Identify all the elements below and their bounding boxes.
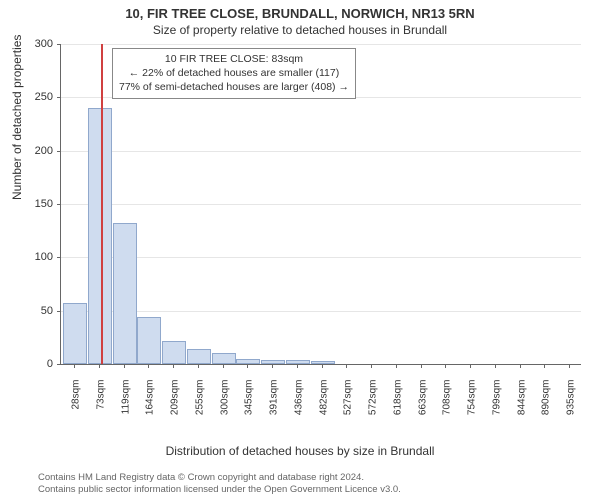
xtick-mark bbox=[74, 364, 75, 368]
histogram-bar bbox=[286, 360, 310, 364]
xtick-mark bbox=[569, 364, 570, 368]
histogram-bar bbox=[113, 223, 137, 364]
ytick-mark bbox=[57, 97, 61, 98]
ytick-mark bbox=[57, 257, 61, 258]
xtick-label: 255sqm bbox=[194, 380, 205, 430]
histogram-bar bbox=[261, 360, 285, 364]
xtick-mark bbox=[544, 364, 545, 368]
info-line-1: 10 FIR TREE CLOSE: 83sqm bbox=[119, 52, 349, 66]
histogram-bar bbox=[236, 359, 260, 364]
xtick-label: 754sqm bbox=[467, 380, 478, 430]
info-line-3: 77% of semi-detached houses are larger (… bbox=[119, 80, 349, 94]
xtick-mark bbox=[346, 364, 347, 368]
xtick-label: 663sqm bbox=[417, 380, 428, 430]
xtick-mark bbox=[148, 364, 149, 368]
chart-title-main: 10, FIR TREE CLOSE, BRUNDALL, NORWICH, N… bbox=[0, 0, 600, 21]
xtick-mark bbox=[470, 364, 471, 368]
xtick-label: 935sqm bbox=[566, 380, 577, 430]
xtick-label: 527sqm bbox=[343, 380, 354, 430]
gridline bbox=[61, 311, 581, 312]
xtick-mark bbox=[247, 364, 248, 368]
ytick-label: 100 bbox=[23, 251, 53, 263]
gridline bbox=[61, 44, 581, 45]
histogram-bar bbox=[137, 317, 161, 364]
xtick-label: 618sqm bbox=[392, 380, 403, 430]
xtick-mark bbox=[223, 364, 224, 368]
histogram-bar bbox=[63, 303, 87, 364]
ytick-mark bbox=[57, 44, 61, 45]
ytick-label: 250 bbox=[23, 91, 53, 103]
xtick-mark bbox=[421, 364, 422, 368]
xtick-label: 28sqm bbox=[71, 380, 82, 430]
xtick-label: 391sqm bbox=[269, 380, 280, 430]
xtick-label: 73sqm bbox=[95, 380, 106, 430]
xtick-mark bbox=[173, 364, 174, 368]
xtick-mark bbox=[396, 364, 397, 368]
ytick-label: 300 bbox=[23, 38, 53, 50]
xtick-mark bbox=[272, 364, 273, 368]
xtick-label: 300sqm bbox=[219, 380, 230, 430]
xtick-label: 164sqm bbox=[145, 380, 156, 430]
info-callout-box: 10 FIR TREE CLOSE: 83sqm ← 22% of detach… bbox=[112, 48, 356, 99]
attribution-line-1: Contains HM Land Registry data © Crown c… bbox=[38, 472, 401, 484]
xtick-mark bbox=[297, 364, 298, 368]
xtick-label: 482sqm bbox=[318, 380, 329, 430]
ytick-label: 150 bbox=[23, 198, 53, 210]
xtick-mark bbox=[371, 364, 372, 368]
histogram-bar bbox=[212, 353, 236, 364]
ytick-mark bbox=[57, 364, 61, 365]
xtick-label: 436sqm bbox=[293, 380, 304, 430]
chart-title-sub: Size of property relative to detached ho… bbox=[0, 21, 600, 37]
attribution-line-2: Contains public sector information licen… bbox=[38, 484, 401, 496]
property-marker-line bbox=[101, 44, 103, 364]
info-line-2: ← 22% of detached houses are smaller (11… bbox=[119, 66, 349, 80]
gridline bbox=[61, 151, 581, 152]
xtick-label: 890sqm bbox=[541, 380, 552, 430]
ytick-label: 0 bbox=[23, 358, 53, 370]
ytick-label: 50 bbox=[23, 305, 53, 317]
histogram-bar bbox=[187, 349, 211, 364]
chart-container: 10, FIR TREE CLOSE, BRUNDALL, NORWICH, N… bbox=[0, 0, 600, 500]
xtick-label: 708sqm bbox=[442, 380, 453, 430]
attribution-text: Contains HM Land Registry data © Crown c… bbox=[38, 472, 401, 496]
y-axis-label: Number of detached properties bbox=[10, 35, 24, 200]
xtick-mark bbox=[445, 364, 446, 368]
ytick-mark bbox=[57, 311, 61, 312]
xtick-label: 119sqm bbox=[120, 380, 131, 430]
gridline bbox=[61, 204, 581, 205]
xtick-label: 844sqm bbox=[516, 380, 527, 430]
histogram-bar bbox=[311, 361, 335, 364]
xtick-label: 209sqm bbox=[170, 380, 181, 430]
xtick-label: 799sqm bbox=[491, 380, 502, 430]
x-axis-label: Distribution of detached houses by size … bbox=[0, 444, 600, 458]
xtick-mark bbox=[495, 364, 496, 368]
chart-area: 050100150200250300 10 FIR TREE CLOSE: 83… bbox=[60, 44, 580, 404]
xtick-mark bbox=[99, 364, 100, 368]
xtick-mark bbox=[198, 364, 199, 368]
xtick-mark bbox=[520, 364, 521, 368]
histogram-bar bbox=[162, 341, 186, 364]
xtick-mark bbox=[124, 364, 125, 368]
ytick-mark bbox=[57, 204, 61, 205]
xtick-mark bbox=[322, 364, 323, 368]
gridline bbox=[61, 257, 581, 258]
ytick-mark bbox=[57, 151, 61, 152]
histogram-bar bbox=[88, 108, 112, 364]
ytick-label: 200 bbox=[23, 145, 53, 157]
xtick-label: 572sqm bbox=[368, 380, 379, 430]
xtick-label: 345sqm bbox=[244, 380, 255, 430]
